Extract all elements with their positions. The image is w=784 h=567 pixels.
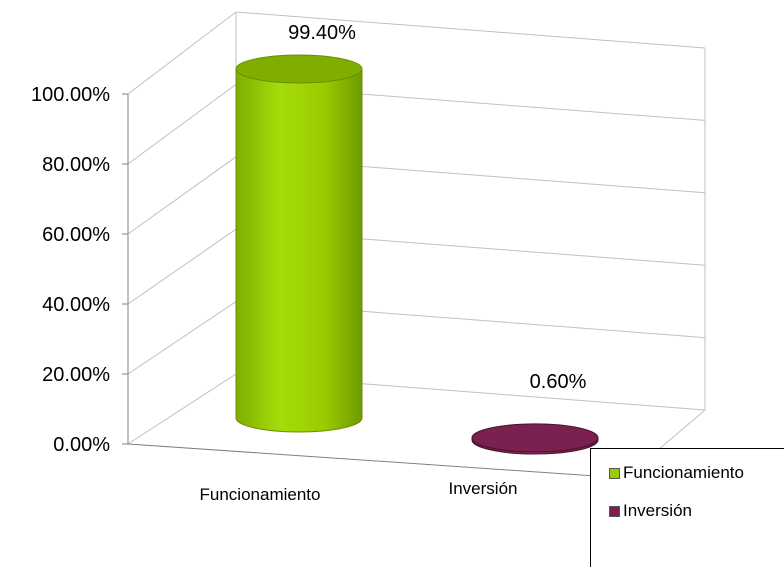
legend-item-inversion: Inversión bbox=[609, 501, 692, 521]
data-label: 0.60% bbox=[530, 371, 587, 393]
cylinder-top bbox=[471, 423, 599, 453]
data-labels: 99.40% 0.60% bbox=[288, 22, 586, 393]
gridline-side bbox=[127, 156, 237, 235]
legend-item-funcionamiento: Funcionamiento bbox=[609, 463, 744, 483]
gridline-side bbox=[127, 301, 237, 375]
gridline-back bbox=[235, 11, 706, 49]
y-tick-label: 0.00% bbox=[53, 434, 110, 456]
y-tick-label: 100.00% bbox=[31, 84, 110, 106]
gridline-side bbox=[127, 11, 237, 95]
y-axis-ticks: 0.00% 20.00% 40.00% 60.00% 80.00% 100.00% bbox=[31, 84, 128, 456]
y-tick-label: 40.00% bbox=[42, 294, 110, 316]
legend-swatch-inversion bbox=[609, 505, 620, 517]
data-label: 99.40% bbox=[288, 22, 356, 44]
y-tick-label: 80.00% bbox=[42, 154, 110, 176]
cylinder-top bbox=[235, 54, 363, 84]
legend-label-funcionamiento: Funcionamiento bbox=[623, 463, 744, 482]
category-label: Funcionamiento bbox=[200, 485, 321, 504]
cylinder-bar bbox=[235, 54, 363, 433]
x-axis-categories: Funcionamiento Inversión bbox=[200, 479, 518, 504]
chart-walls bbox=[127, 11, 706, 479]
cylinder-body bbox=[235, 68, 363, 433]
bars bbox=[235, 54, 599, 455]
legend: Funcionamiento Inversión bbox=[590, 448, 784, 567]
legend-label-inversion: Inversión bbox=[623, 501, 692, 520]
gridline-side bbox=[127, 83, 237, 165]
legend-swatch-funcionamiento bbox=[609, 467, 620, 479]
y-tick-label: 20.00% bbox=[42, 364, 110, 386]
gridline-side bbox=[127, 373, 237, 445]
y-tick-label: 60.00% bbox=[42, 224, 110, 246]
cylinder-bar bbox=[471, 423, 599, 455]
floor-front-edge bbox=[127, 443, 626, 479]
gridline-side bbox=[127, 228, 237, 305]
category-label: Inversión bbox=[449, 479, 518, 498]
